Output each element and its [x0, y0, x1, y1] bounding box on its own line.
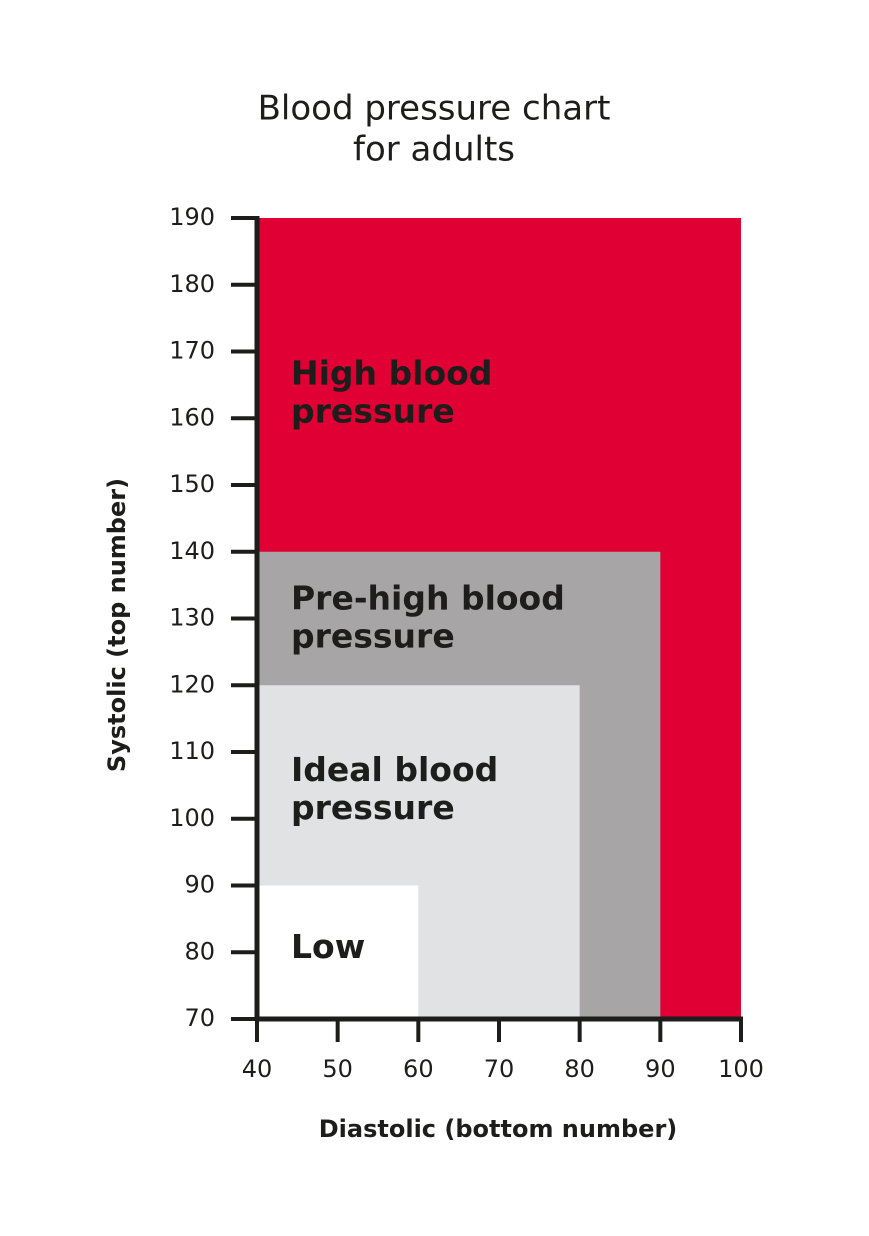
- region-label: High blood: [291, 354, 492, 393]
- x-tick-label: 80: [564, 1055, 595, 1083]
- chart-title: for adults: [353, 130, 515, 170]
- y-tick-label: 90: [184, 871, 215, 899]
- y-axis-title: Systolic (top number): [103, 478, 131, 772]
- y-tick-label: 140: [169, 537, 215, 565]
- x-tick-label: 70: [484, 1055, 515, 1083]
- x-axis-title: Diastolic (bottom number): [319, 1115, 678, 1143]
- x-tick-label: 90: [645, 1055, 676, 1083]
- x-tick-label: 60: [403, 1055, 434, 1083]
- chart-title: Blood pressure chart: [258, 89, 611, 129]
- y-tick-label: 170: [169, 337, 215, 365]
- y-tick-label: 110: [169, 737, 215, 765]
- y-tick-label: 150: [169, 470, 215, 498]
- region-label: pressure: [291, 788, 455, 827]
- y-tick-label: 80: [184, 937, 215, 965]
- y-tick-label: 160: [169, 403, 215, 431]
- y-tick-label: 190: [169, 203, 215, 231]
- y-tick-label: 180: [169, 270, 215, 298]
- y-tick-label: 100: [169, 804, 215, 832]
- x-tick-label: 40: [242, 1055, 273, 1083]
- region: [257, 885, 419, 1019]
- region-label: pressure: [291, 616, 455, 655]
- x-tick-label: 50: [322, 1055, 353, 1083]
- region-label: Low: [291, 927, 365, 966]
- region-label: Pre-high blood: [291, 578, 565, 617]
- region-label: pressure: [291, 392, 455, 431]
- y-tick-label: 120: [169, 670, 215, 698]
- x-tick-label: 100: [718, 1055, 764, 1083]
- y-tick-label: 130: [169, 604, 215, 632]
- region-label: Ideal blood: [291, 750, 498, 789]
- y-tick-label: 70: [184, 1004, 215, 1032]
